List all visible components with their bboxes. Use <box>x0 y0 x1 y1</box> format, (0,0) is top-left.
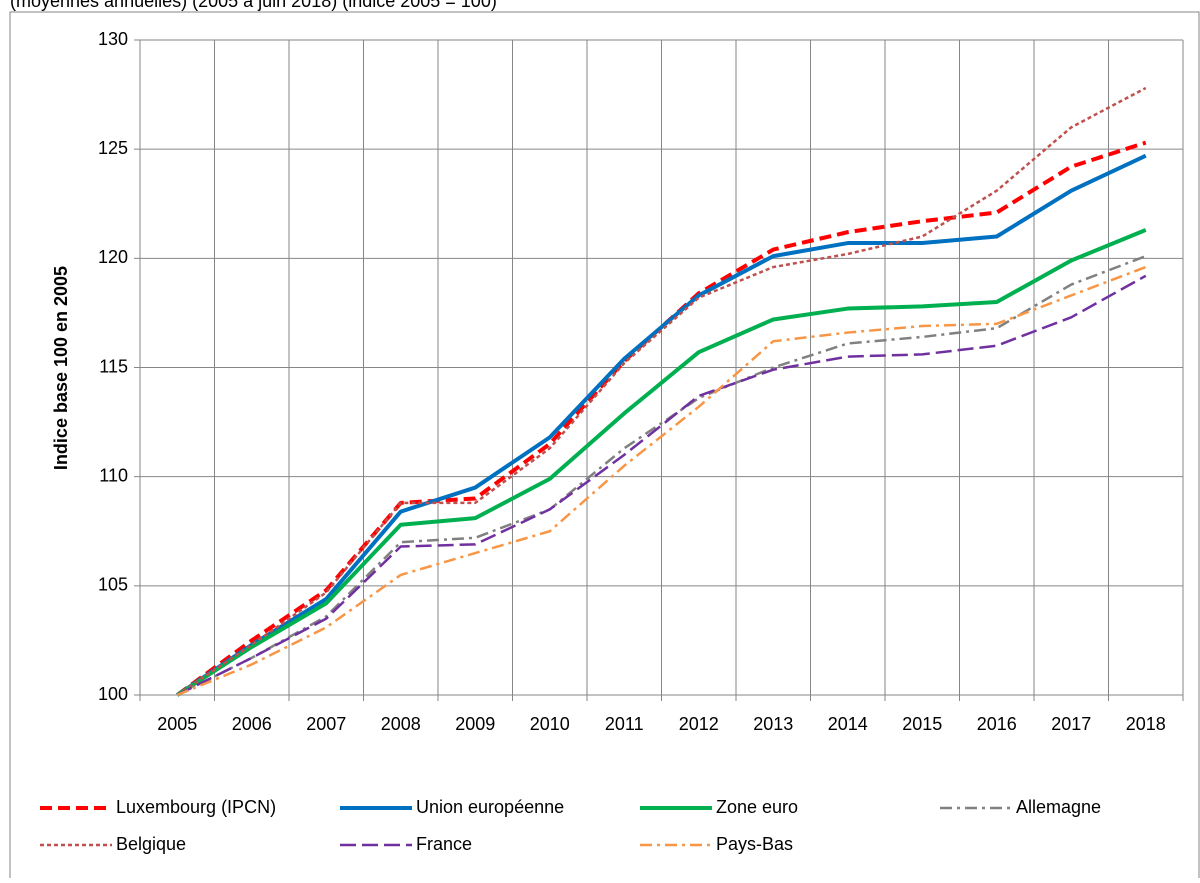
legend-label: Luxembourg (IPCN) <box>116 797 276 817</box>
series-line <box>176 153 1147 697</box>
x-tick-label: 2011 <box>605 714 644 734</box>
y-tick-label: 115 <box>99 356 128 376</box>
x-tick-label: 2012 <box>679 714 719 734</box>
series-line <box>176 254 1147 697</box>
x-tick-label: 2015 <box>902 714 942 734</box>
x-tick-label: 2007 <box>306 714 346 734</box>
legend-label: Zone euro <box>716 797 798 817</box>
legend-label: France <box>416 834 472 854</box>
x-tick-label: 2017 <box>1051 714 1091 734</box>
x-tick-label: 2005 <box>157 714 197 734</box>
x-tick-label: 2010 <box>530 714 570 734</box>
legend-label: Allemagne <box>1016 797 1101 817</box>
x-tick-label: 2006 <box>232 714 272 734</box>
series-line <box>176 140 1147 697</box>
y-axis-title: Indice base 100 en 2005 <box>51 266 71 470</box>
y-tick-label: 120 <box>98 247 128 267</box>
x-tick-label: 2013 <box>753 714 793 734</box>
legend-label: Belgique <box>116 834 186 854</box>
y-tick-label: 100 <box>98 684 128 704</box>
series-line <box>176 274 1147 697</box>
chart-subtitle: (moyennes annuelles) (2005 à juin 2018) … <box>10 0 497 11</box>
chart-border <box>9 11 1200 883</box>
x-tick-label: 2009 <box>455 714 495 734</box>
series-line <box>176 265 1147 697</box>
series-line <box>176 86 1147 697</box>
x-tick-label: 2016 <box>977 714 1017 734</box>
x-tick-label: 2008 <box>381 714 421 734</box>
x-tick-label: 2018 <box>1126 714 1166 734</box>
y-tick-label: 110 <box>99 465 128 485</box>
y-tick-label: 130 <box>98 29 128 49</box>
y-tick-label: 105 <box>98 575 128 595</box>
legend-label: Pays-Bas <box>716 834 793 854</box>
series-line <box>176 228 1147 697</box>
x-tick-label: 2014 <box>828 714 868 734</box>
legend-label: Union européenne <box>416 797 564 817</box>
y-tick-label: 125 <box>98 138 128 158</box>
